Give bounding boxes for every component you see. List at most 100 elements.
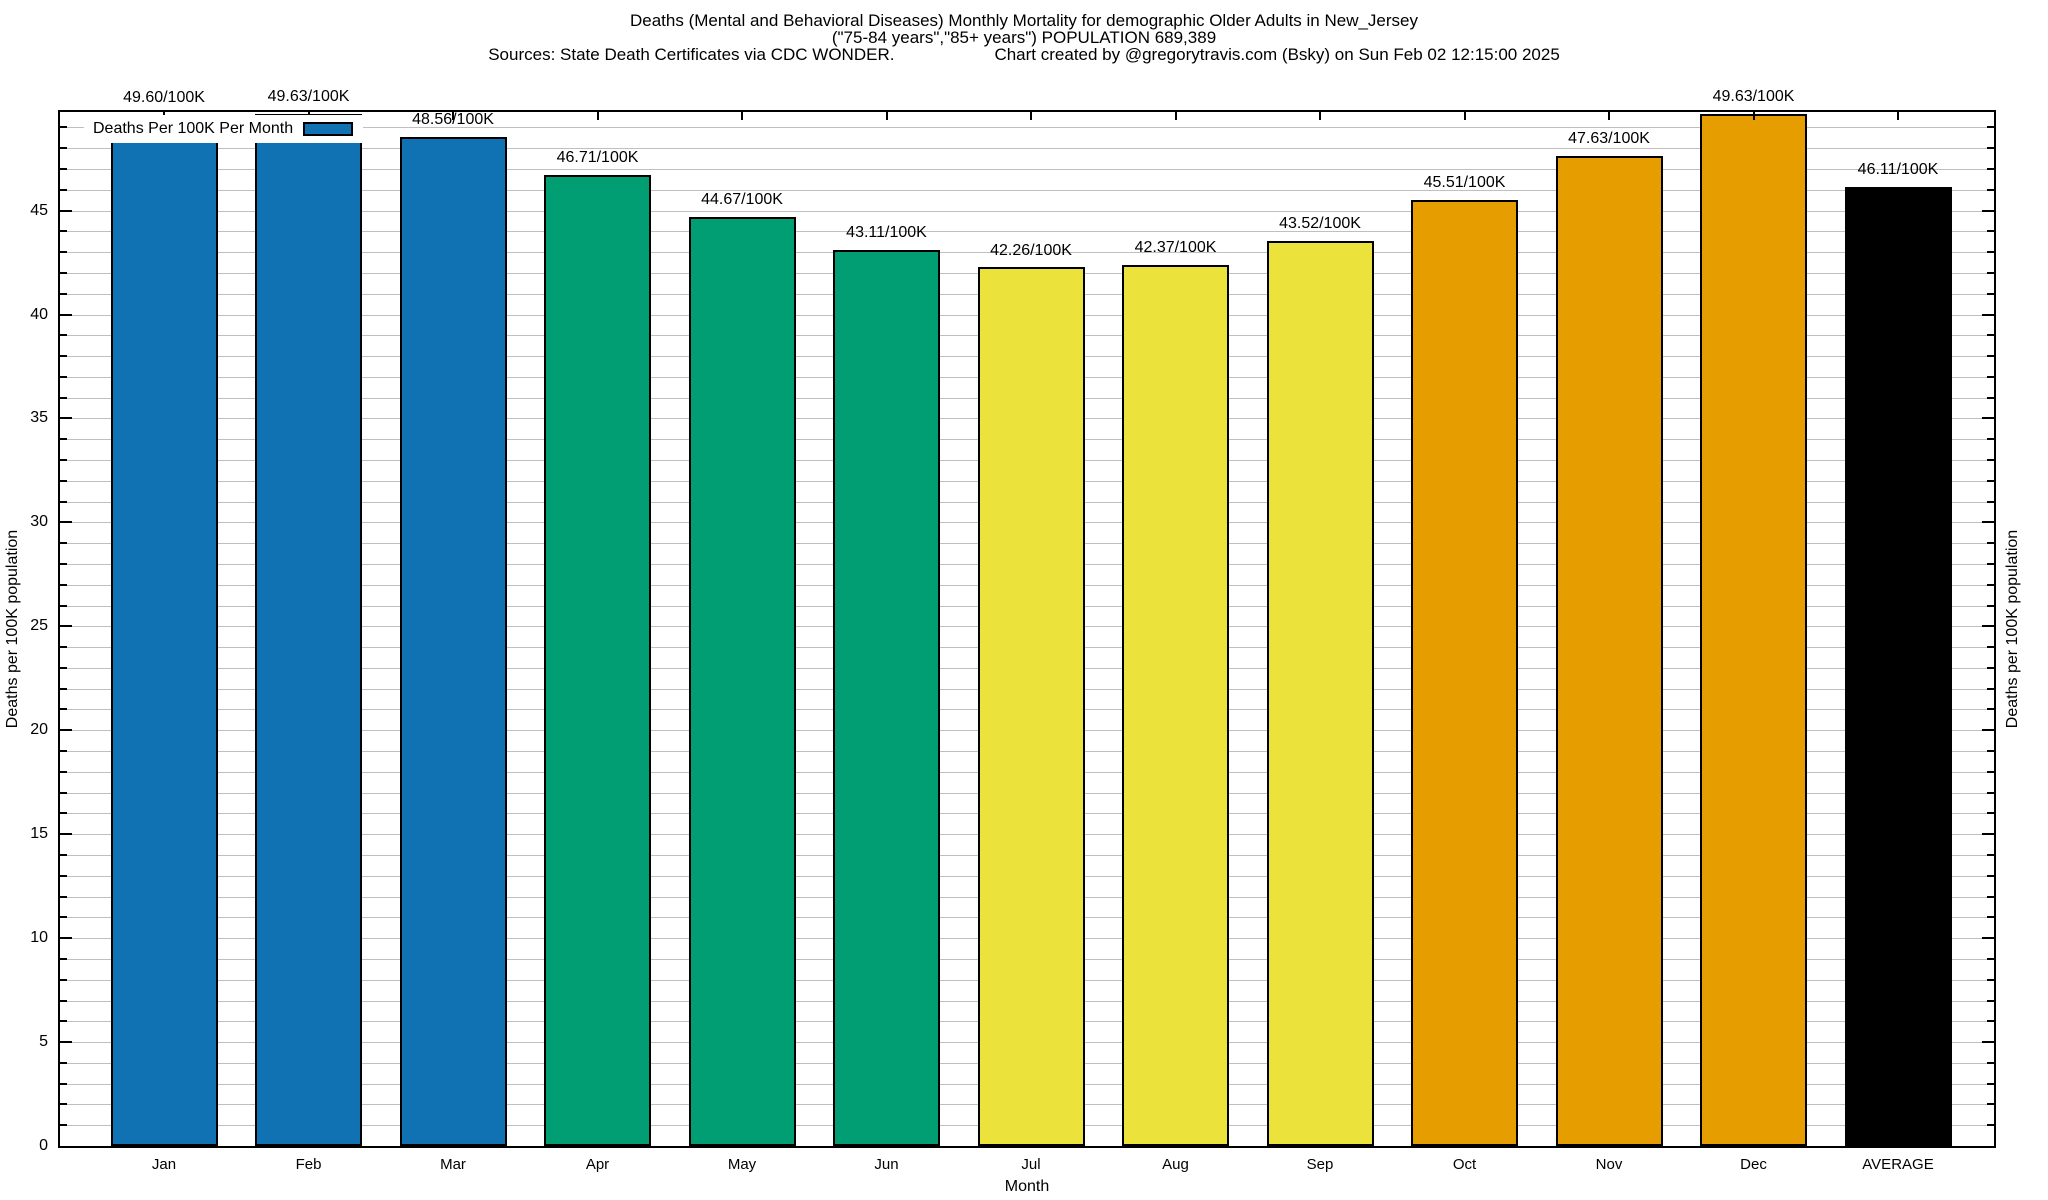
top-tick [596, 112, 599, 120]
top-tick [1463, 112, 1466, 120]
y-tick-left [60, 916, 67, 919]
y-tick-left [60, 854, 67, 856]
bar-dec [1700, 114, 1807, 1146]
y-tick-right [1987, 147, 1994, 150]
bar-feb [255, 114, 362, 1146]
y-tick-right [1987, 355, 1994, 358]
y-tick-right [1987, 666, 1994, 669]
gridline [60, 127, 1994, 129]
y-tick-left [60, 292, 67, 295]
y-tick-left [60, 230, 67, 233]
y-tick-left [60, 687, 67, 690]
y-tick-left [60, 812, 67, 815]
y-tick-left [60, 313, 72, 316]
y-tick-right [1987, 230, 1994, 233]
y-tick-right [1987, 999, 1994, 1002]
y-tick-left [60, 209, 72, 212]
y-tick-left [60, 625, 72, 628]
y-tick-right [1987, 168, 1994, 170]
y-tick-left [60, 604, 67, 607]
y-tick-right [1987, 562, 1994, 565]
y-tick-left [60, 895, 67, 898]
y-tick-right [1982, 625, 1994, 628]
bar-may [689, 217, 796, 1146]
y-tick-left [60, 1124, 67, 1127]
y-tick-left [60, 978, 67, 981]
y-tick-right [1987, 1082, 1994, 1085]
y-tick-right [1987, 874, 1994, 877]
gridline [60, 231, 1994, 233]
y-tick-left [60, 957, 67, 960]
y-tick-left [60, 583, 67, 586]
top-tick [1897, 112, 1899, 120]
y-tick-right [1987, 251, 1994, 254]
chart-sources-text: Sources: State Death Certificates via CD… [488, 45, 895, 64]
y-tick-label: 20 [30, 721, 48, 739]
y-tick-right [1982, 1041, 1994, 1044]
bar-value-label: 43.52/100K [1279, 215, 1361, 233]
y-tick-right [1982, 417, 1994, 420]
y-tick-label: 45 [30, 201, 48, 219]
chart-title-line-3: Sources: State Death Certificates via CD… [0, 46, 2048, 63]
bar-value-label: 44.67/100K [701, 191, 783, 209]
bar-value-label: 49.63/100K [267, 88, 350, 106]
y-tick-right [1987, 854, 1994, 856]
y-tick-right [1987, 812, 1994, 815]
x-tick-label-jun: Jun [874, 1156, 899, 1173]
y-tick-left [60, 147, 67, 150]
gridline [60, 148, 1994, 150]
y-tick-left [60, 750, 67, 752]
top-tick [1174, 112, 1177, 120]
bar-value-label: 49.60/100K [123, 88, 205, 106]
plot-area: Deaths Per 100K Per Month 0 5 10 15 20 25 30 35… [30, 88, 1996, 1173]
bar-value-label: 43.11/100K [846, 223, 927, 241]
top-tick [1030, 112, 1032, 120]
legend-swatch [303, 122, 354, 136]
y-tick-left [60, 833, 72, 836]
y-tick-label: 0 [39, 1137, 48, 1154]
y-tick-label: 10 [30, 929, 48, 947]
bar-value-label: 46.71/100K [556, 149, 639, 166]
y-tick-left [60, 251, 67, 254]
y-tick-right [1982, 209, 1994, 212]
y-tick-right [1987, 895, 1994, 898]
top-tick [452, 112, 454, 120]
y-tick-label: 15 [30, 825, 48, 843]
y-tick-left [60, 937, 72, 940]
y-tick-left [60, 168, 67, 170]
y-tick-left [60, 396, 67, 399]
y-tick-right [1982, 937, 1994, 940]
y-tick-right [1987, 459, 1994, 461]
y-tick-right [1987, 957, 1994, 960]
chart-title-line-1: Deaths (Mental and Behavioral Diseases) … [629, 11, 1419, 30]
bar-jun [833, 250, 940, 1146]
x-tick-label-feb: Feb [295, 1156, 322, 1173]
y-tick-left [60, 770, 67, 773]
y-tick-left [60, 646, 67, 649]
y-tick-left [60, 375, 67, 378]
y-tick-right [1987, 126, 1994, 129]
y-tick-left [60, 271, 67, 274]
y-tick-left [60, 417, 72, 420]
y-tick-right [1987, 375, 1994, 378]
bar-mar [400, 137, 507, 1146]
x-tick-label-mar: Mar [440, 1156, 466, 1173]
x-tick-label-nov: Nov [1595, 1156, 1623, 1173]
x-tick-label-dec: Dec [1740, 1156, 1767, 1173]
bar-value-label: 46.11/100K [1857, 161, 1939, 179]
bar-value-label: 47.63/100K [1568, 129, 1650, 147]
x-tick-label-may: May [727, 1156, 757, 1173]
x-tick-label-jul: Jul [1021, 1156, 1041, 1173]
y-tick-right [1987, 583, 1994, 586]
legend-label: Deaths Per 100K Per Month [93, 120, 294, 137]
x-tick-label-aug: Aug [1162, 1156, 1189, 1173]
y-tick-left [60, 729, 72, 732]
y-tick-label: 35 [30, 409, 48, 427]
y-tick-label: 25 [30, 617, 48, 635]
y-tick-left [60, 459, 67, 461]
y-tick-left [60, 1082, 67, 1085]
y-tick-right [1987, 750, 1994, 752]
y-tick-left [60, 521, 72, 524]
y-tick-left [60, 355, 67, 358]
y-tick-left [60, 874, 67, 877]
